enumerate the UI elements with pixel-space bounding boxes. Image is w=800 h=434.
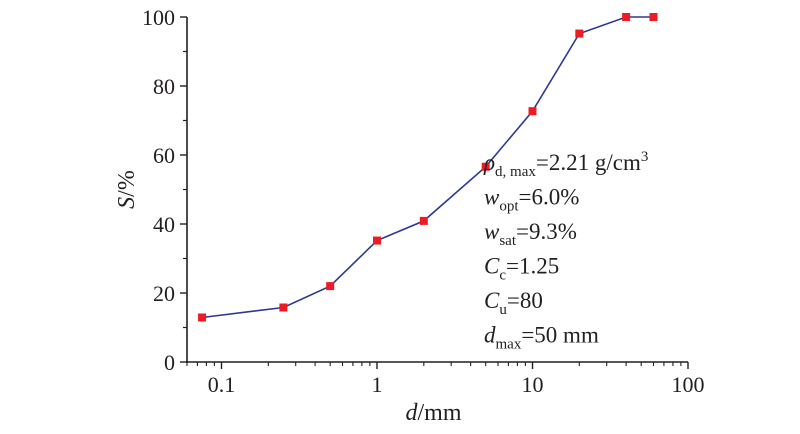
y-tick-label: 40 [153, 212, 175, 237]
annotation-line: Cu=80 [484, 288, 543, 318]
y-tick-label: 100 [142, 5, 175, 30]
data-point [622, 13, 631, 21]
data-point [198, 313, 207, 322]
data-point [326, 282, 335, 291]
x-tick-label: 100 [672, 372, 705, 397]
annotation-line: ρd, max=2.21 g/cm3 [483, 149, 648, 180]
series-line [202, 16, 654, 319]
annotation-line: Cc=1.25 [484, 254, 559, 284]
x-tick-label: 1 [371, 372, 382, 397]
y-tick-label: 60 [153, 143, 175, 168]
series [202, 16, 654, 319]
annotation-line: wopt=6.0% [484, 185, 579, 215]
annotations: ρd, max=2.21 g/cm3 wopt=6.0% wsat=9.3% Cc=1… [483, 149, 648, 353]
data-point [372, 236, 381, 245]
annotation-line: dmax=50 mm [484, 323, 599, 353]
y-axis-label: S/% [114, 170, 140, 209]
axes [186, 17, 688, 363]
y-tick-label: 20 [153, 281, 175, 306]
x-axis-label: d/mm [405, 400, 461, 426]
x-tick-label: 0.1 [208, 372, 236, 397]
data-point [279, 303, 288, 312]
data-point [575, 29, 584, 38]
data-point [528, 107, 537, 116]
y-tick-label: 80 [153, 74, 175, 99]
data-point [649, 13, 658, 21]
data-point [481, 162, 490, 171]
y-tick-label: 0 [164, 350, 175, 375]
x-tick-label: 10 [521, 372, 543, 397]
markers [198, 13, 658, 322]
annotation-line: wsat=9.3% [484, 219, 577, 249]
data-point [419, 216, 428, 225]
ticks: 0 20 40 60 80 100 0.1 1 10 100 [142, 5, 705, 397]
